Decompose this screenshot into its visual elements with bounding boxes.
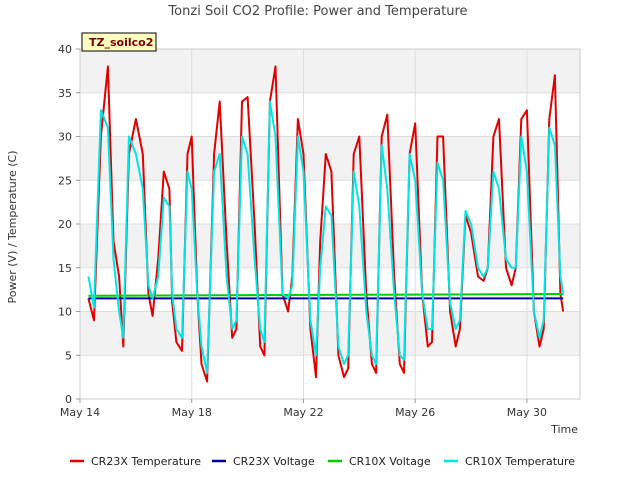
y-tick-label: 35 [58,87,72,100]
series-line-cr10x-temperature [87,100,565,374]
y-tick-label: 20 [58,218,72,231]
x-tick-label: May 14 [60,406,100,419]
y-tick-label: 10 [58,306,72,319]
grid-band [80,49,580,93]
y-axis-ticks: 0 5 10 15 20 25 30 35 40 [58,43,80,406]
y-tick-label: 15 [58,262,72,275]
grid-band [80,224,580,268]
x-tick-label: May 30 [507,406,547,419]
x-tick-label: May 26 [395,406,435,419]
series-layer [87,65,565,383]
x-tick-label: May 22 [283,406,323,419]
chart-title: Tonzi Soil CO2 Profile: Power and Temper… [167,4,467,19]
y-tick-label: 30 [58,131,72,144]
x-axis-label: Time [550,423,578,436]
grid-band [80,136,580,181]
y-tick-label: 40 [58,43,72,56]
legend-label: CR10X Temperature [465,455,575,468]
x-tick-label: May 18 [172,406,212,419]
y-tick-label: 25 [58,174,72,187]
y-tick-label: 0 [65,393,72,406]
y-tick-label: 5 [65,349,72,362]
x-axis-ticks: May 14 May 18 May 22 May 26 May 30 [60,399,547,419]
site-badge-label: TZ_soilco2 [89,36,153,49]
site-badge: TZ_soilco2 [81,32,157,52]
legend: CR23X Temperature CR23X Voltage CR10X Volt… [70,455,575,468]
legend-label: CR10X Voltage [349,455,431,468]
legend-label: CR23X Voltage [233,455,315,468]
legend-label: CR23X Temperature [91,455,201,468]
grid-band [80,311,580,356]
y-axis-label: Power (V) / Temperature (C) [6,150,19,303]
series-line-cr10x-voltage [88,293,564,297]
